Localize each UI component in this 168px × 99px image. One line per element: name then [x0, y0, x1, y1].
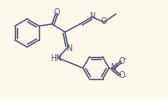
Text: O: O [119, 70, 125, 79]
Text: HN: HN [50, 53, 62, 62]
Text: +: + [114, 63, 118, 68]
Text: O: O [119, 57, 125, 66]
Text: −: − [123, 75, 127, 79]
Text: −: − [123, 57, 127, 61]
Text: O: O [54, 8, 60, 17]
Text: N: N [66, 43, 72, 52]
Text: N: N [89, 11, 95, 20]
Text: O: O [101, 17, 107, 26]
Text: N: N [110, 63, 116, 72]
